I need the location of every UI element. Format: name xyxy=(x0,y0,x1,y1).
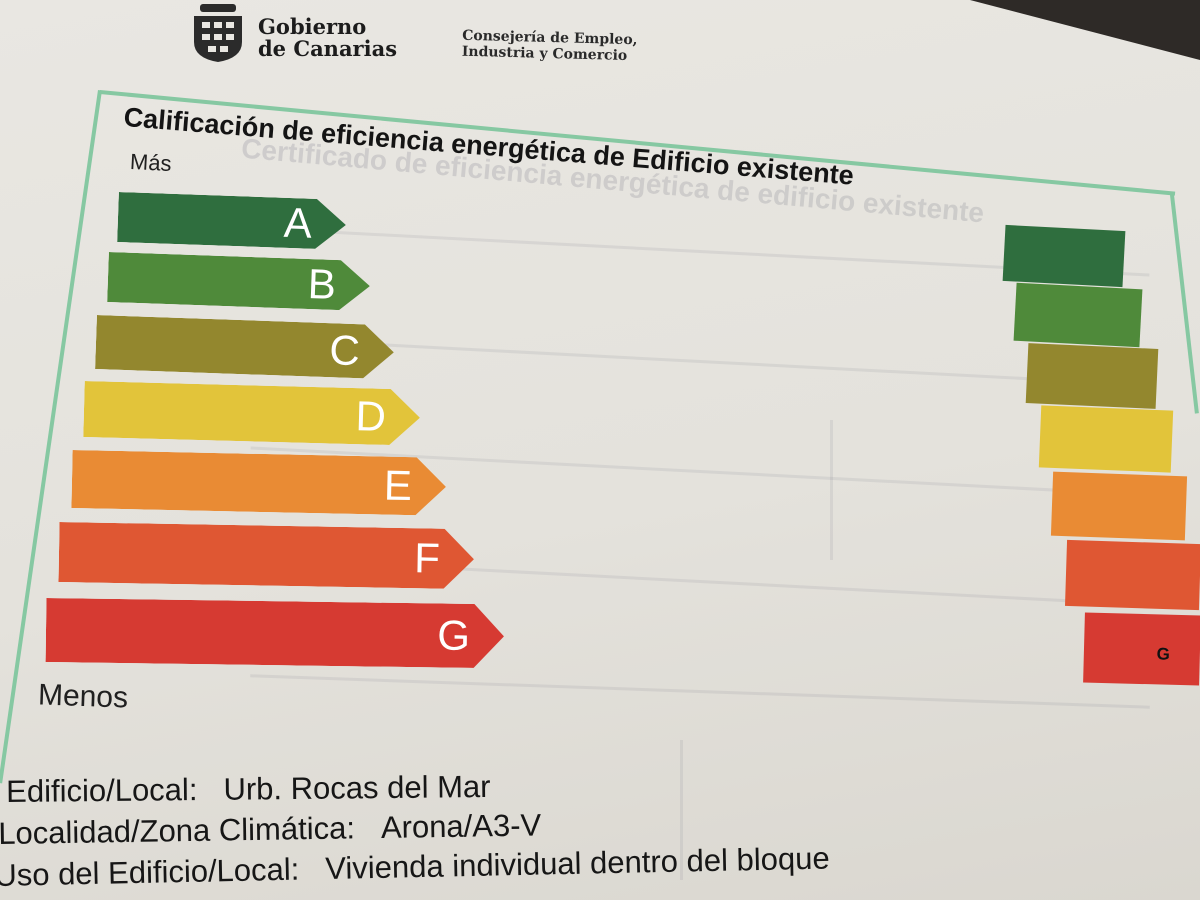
department-name: Consejería de Empleo, Industria y Comerc… xyxy=(462,28,638,65)
class-letter: D xyxy=(354,392,387,440)
class-letter: F xyxy=(413,534,441,582)
result-box-b xyxy=(1013,282,1143,348)
result-rating: G xyxy=(1156,644,1171,664)
class-arrow-g: G xyxy=(46,598,505,668)
result-box-d xyxy=(1038,405,1174,473)
class-arrow-e: E xyxy=(71,450,446,516)
building-name-row: Edificio/Local: Urb. Rocas del Mar xyxy=(6,769,491,810)
result-box-a xyxy=(1002,224,1126,288)
building-use-label: Uso del Edificio/Local: xyxy=(0,851,300,893)
ghost-line xyxy=(680,740,683,880)
organization-name: Gobierno de Canarias xyxy=(258,16,397,60)
organization-name-line1: Gobierno xyxy=(258,14,367,39)
organization-name-line2: de Canarias xyxy=(258,36,398,61)
class-arrow-a: A xyxy=(117,192,347,250)
scale-top-label: Más xyxy=(129,148,173,177)
building-name-label: Edificio/Local: xyxy=(6,771,198,809)
class-arrow-f: F xyxy=(58,522,474,589)
result-box-c xyxy=(1025,343,1159,409)
class-arrow-b: B xyxy=(107,252,371,311)
coat-of-arms-logo xyxy=(194,4,242,62)
class-letter: A xyxy=(283,198,313,247)
result-box-e xyxy=(1050,471,1188,541)
class-letter: G xyxy=(436,611,471,659)
scale-bottom-label: Menos xyxy=(37,678,129,715)
locality-label: Localidad/Zona Climática: xyxy=(0,810,356,851)
locality-value: Arona/A3-V xyxy=(380,807,542,845)
class-arrow-d: D xyxy=(83,381,420,446)
class-letter: B xyxy=(307,259,337,308)
result-box-g: G xyxy=(1083,612,1200,686)
building-name-value: Urb. Rocas del Mar xyxy=(223,768,491,807)
result-box-f xyxy=(1064,539,1200,611)
class-letter: E xyxy=(383,461,413,510)
class-arrow-c: C xyxy=(95,315,395,379)
class-letter: C xyxy=(328,326,361,375)
background-corner xyxy=(970,0,1200,60)
ghost-line xyxy=(830,420,833,560)
